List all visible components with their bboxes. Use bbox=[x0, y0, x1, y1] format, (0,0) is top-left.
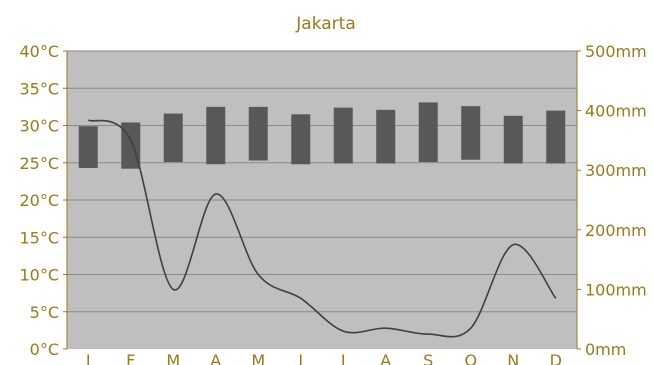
left-tick-label: 5°C bbox=[30, 303, 59, 322]
left-tick-label: 40°C bbox=[19, 42, 59, 61]
temperature-bar bbox=[376, 109, 396, 164]
temperature-bar bbox=[503, 115, 523, 164]
chart-title: Jakarta bbox=[295, 14, 355, 34]
left-tick-label: 20°C bbox=[19, 191, 59, 210]
right-tick-label: 400mm bbox=[585, 102, 647, 121]
left-tick-label: 25°C bbox=[19, 154, 59, 173]
x-tick-label: S bbox=[423, 351, 433, 365]
temperature-bar bbox=[546, 110, 566, 164]
temperature-bar bbox=[291, 114, 311, 165]
x-tick-label: M bbox=[251, 351, 265, 365]
precipitation-line bbox=[87, 119, 557, 338]
x-tick-label: A bbox=[210, 351, 221, 365]
left-tick-label: 15°C bbox=[19, 228, 59, 247]
x-tick-label: N bbox=[507, 351, 519, 365]
temperature-bar bbox=[163, 113, 183, 163]
temperature-bars bbox=[78, 102, 566, 169]
left-tick-label: 35°C bbox=[19, 79, 59, 98]
right-tick-label: 500mm bbox=[585, 42, 647, 61]
temperature-bar bbox=[333, 107, 353, 164]
left-tick-label: 10°C bbox=[19, 266, 59, 285]
right-tick-label: 100mm bbox=[585, 280, 647, 299]
left-tick-label: 0°C bbox=[30, 340, 59, 359]
x-tick-label: O bbox=[464, 351, 477, 365]
left-axis-ticks: 0°C 5°C 10°C 15°C 20°C 25°C 30°C 35°C 40°C bbox=[19, 42, 67, 359]
temperature-bar bbox=[418, 102, 438, 163]
gridlines bbox=[67, 50, 577, 313]
left-tick-label: 30°C bbox=[19, 117, 59, 136]
right-tick-label: 300mm bbox=[585, 161, 647, 180]
x-tick-label: D bbox=[550, 351, 562, 365]
x-tick-label: J bbox=[85, 351, 91, 365]
temperature-bar bbox=[78, 126, 98, 168]
temperature-bar bbox=[121, 122, 141, 169]
x-tick-label: F bbox=[126, 351, 135, 365]
x-tick-label: M bbox=[166, 351, 180, 365]
right-tick-label: 0mm bbox=[585, 340, 626, 359]
right-tick-label: 200mm bbox=[585, 221, 647, 240]
x-tick-label: A bbox=[380, 351, 391, 365]
right-axis-ticks: 0mm 100mm 200mm 300mm 400mm 500mm bbox=[577, 42, 647, 359]
temperature-bar bbox=[248, 106, 268, 161]
temperature-bar bbox=[461, 106, 481, 160]
x-tick-label: J bbox=[297, 351, 303, 365]
x-tick-label: J bbox=[340, 351, 346, 365]
temperature-bar bbox=[206, 106, 226, 165]
